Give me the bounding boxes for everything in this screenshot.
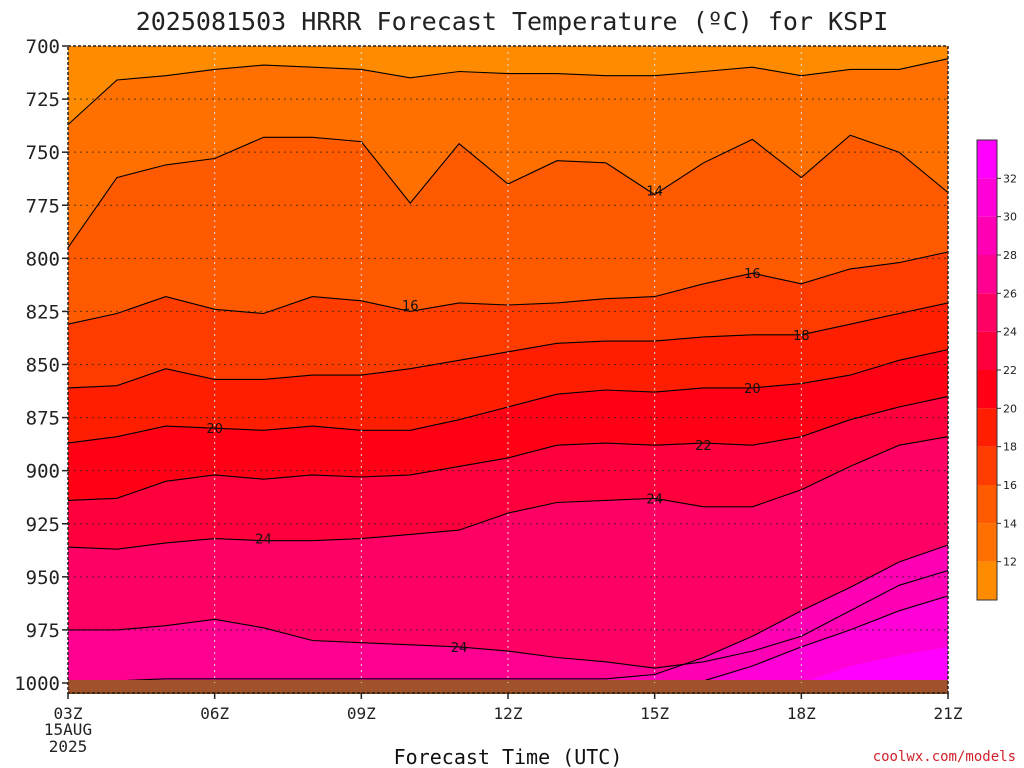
ytick-label-725: 725 [26, 89, 60, 111]
colorbar-swatch-9 [977, 216, 997, 255]
temperature-band-24 [68, 436, 948, 683]
x-date-label-1: 2025 [49, 737, 88, 756]
colorbar-swatch-7 [977, 293, 997, 332]
ytick-label-850: 850 [26, 355, 60, 377]
ytick-label-750: 750 [26, 142, 60, 164]
colorbar-label-30: 30 [1003, 211, 1017, 224]
colorbar-label-12: 12 [1003, 556, 1017, 569]
contour-label: 24 [255, 533, 272, 548]
axes: 700 725 750 775 800 825 850 875 900 925 950 975 1000… [14, 36, 963, 756]
contour-label: 16 [402, 299, 419, 314]
chart-title: 2025081503 HRRR Forecast Temperature (ºC… [136, 7, 889, 36]
credit-text: coolwx.com/models [873, 749, 1016, 765]
colorbar-label-18: 18 [1003, 441, 1017, 454]
xtick-label-09Z: 09Z [347, 704, 376, 723]
ytick-label-975: 975 [26, 620, 60, 642]
contour-label: 20 [744, 382, 761, 397]
xtick-label-12Z: 12Z [494, 704, 523, 723]
ytick-label-775: 775 [26, 195, 60, 217]
colorbar-swatch-1 [977, 523, 997, 562]
ytick-label-925: 925 [26, 514, 60, 536]
contour-label: 24 [646, 492, 663, 507]
ytick-label-825: 825 [26, 301, 60, 323]
colorbar: 12 14 16 18 20 22 24 26 28 30 32 [976, 139, 1017, 601]
colorbar-swatch-3 [977, 446, 997, 485]
colorbar-label-14: 14 [1003, 517, 1017, 530]
colorbar-swatch-2 [977, 485, 997, 524]
xtick-label-18Z: 18Z [787, 704, 816, 723]
colorbar-label-28: 28 [1003, 249, 1017, 262]
colorbar-swatch-10 [977, 178, 997, 217]
colorbar-label-22: 22 [1003, 364, 1017, 377]
ytick-label-800: 800 [26, 248, 60, 270]
contour-label: 18 [793, 329, 810, 344]
ytick-label-950: 950 [26, 567, 60, 589]
colorbar-label-16: 16 [1003, 479, 1017, 492]
temperature-band-32 [68, 646, 948, 683]
colorbar-label-26: 26 [1003, 287, 1017, 300]
colorbar-swatch-0 [977, 561, 997, 600]
colorbar-swatch-5 [977, 370, 997, 409]
xtick-label-03Z: 03Z [54, 704, 83, 723]
colorbar-swatch-8 [977, 255, 997, 294]
isotherm-warm-0 [68, 569, 949, 669]
colorbar-label-32: 32 [1003, 172, 1017, 185]
x-date-label-0: 15AUG [44, 720, 92, 739]
x-axis-label: Forecast Time (UTC) [394, 745, 623, 768]
colorbar-swatch-6 [977, 331, 997, 370]
ytick-label-900: 900 [26, 461, 60, 483]
colorbar-swatch-11 [977, 140, 997, 179]
colorbar-label-20: 20 [1003, 402, 1017, 415]
contour-label: 16 [744, 267, 761, 282]
contour-label: 24 [451, 641, 468, 656]
contour-label: 22 [695, 439, 712, 454]
colorbar-label-24: 24 [1003, 326, 1017, 339]
ytick-label-875: 875 [26, 408, 60, 430]
xtick-label-15Z: 15Z [640, 704, 669, 723]
ytick-label-700: 700 [26, 36, 60, 58]
contour-label: 20 [206, 422, 223, 437]
temperature-band-26 [68, 570, 948, 683]
ytick-label-1000: 1000 [14, 673, 60, 695]
ground-strip [68, 680, 948, 694]
xtick-label-21Z: 21Z [934, 704, 963, 723]
isotherm-12 [67, 58, 949, 126]
colorbar-swatch-4 [977, 408, 997, 447]
xtick-label-06Z: 06Z [200, 704, 229, 723]
temperature-band-28 [68, 545, 948, 683]
